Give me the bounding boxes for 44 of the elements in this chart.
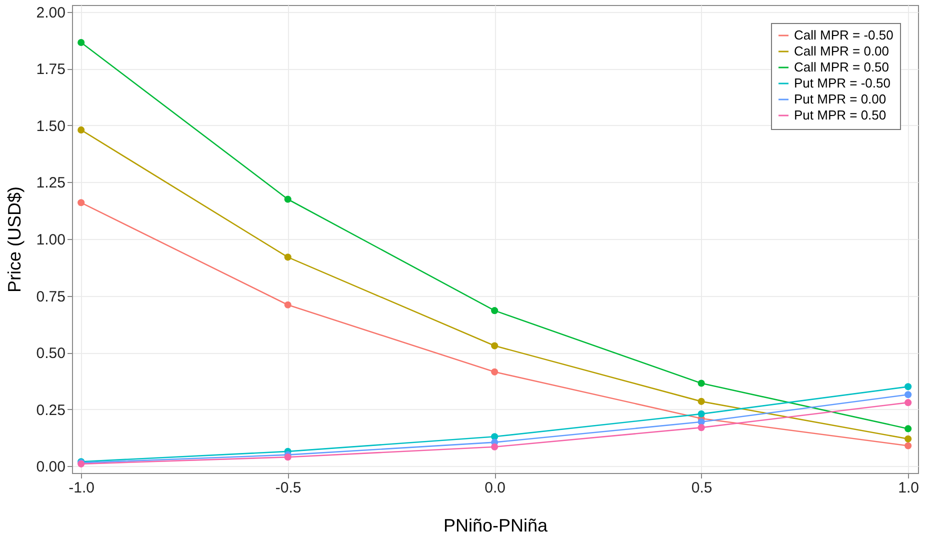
point (491, 443, 498, 450)
point (904, 442, 912, 450)
point (491, 307, 498, 314)
point (698, 398, 705, 405)
y-tick-label: 0.75 (36, 288, 66, 306)
y-tick-label: 1.75 (36, 61, 66, 78)
point (284, 301, 292, 308)
y-tick-label: 0.00 (36, 458, 66, 476)
y-tick-label: 0.50 (36, 345, 66, 362)
point (491, 342, 498, 350)
point (284, 196, 292, 203)
point (491, 433, 498, 440)
point (284, 254, 292, 261)
y-tick-label: 1.50 (36, 118, 66, 135)
point (904, 391, 912, 398)
x-tick-label: 0.0 (484, 480, 506, 496)
point (284, 454, 292, 461)
point (904, 435, 912, 442)
legend-label: Put MPR = -0.50 (794, 76, 890, 90)
point (78, 38, 85, 46)
legend-label: Put MPR = 0.00 (794, 92, 886, 106)
point (904, 383, 912, 390)
x-tick-label: -1.0 (68, 480, 95, 496)
point (698, 410, 705, 418)
point (904, 425, 912, 432)
legend-label: Call MPR = 0.00 (794, 44, 890, 58)
x-axis-title: PNiño-PNiña (443, 516, 549, 536)
x-tick-label: -0.5 (275, 480, 302, 496)
y-axis-title: Price (USD$) (4, 186, 24, 293)
point (698, 424, 705, 432)
y-tick-label: 2.00 (36, 4, 66, 22)
legend-label: Put MPR = 0.50 (794, 108, 886, 122)
legend-label: Call MPR = -0.50 (794, 28, 894, 42)
point (698, 380, 705, 387)
y-tick-label: 1.00 (36, 232, 66, 248)
point (78, 126, 85, 134)
legend-label: Call MPR = 0.50 (794, 60, 890, 74)
point (904, 399, 912, 406)
x-tick-label: 1.0 (898, 480, 920, 496)
point (78, 199, 85, 206)
y-tick-label: 1.25 (36, 174, 66, 192)
x-tick-label: 0.5 (691, 480, 712, 496)
y-tick-label: 0.25 (36, 402, 66, 419)
point (491, 368, 498, 376)
